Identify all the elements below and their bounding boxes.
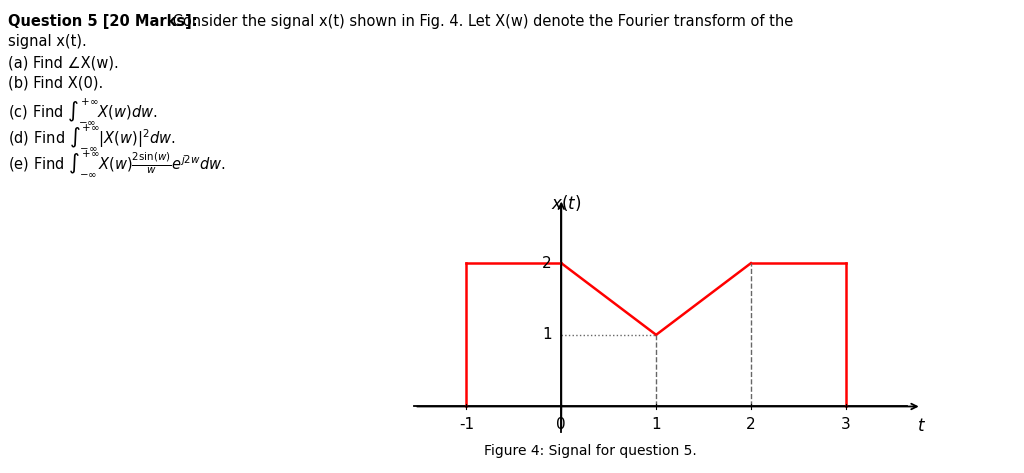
Text: (e) Find $\int_{-\infty}^{+\infty} X(w)\frac{2\sin(w)}{w} e^{j2w} dw$.: (e) Find $\int_{-\infty}^{+\infty} X(w)\… <box>8 148 225 178</box>
Text: signal x(t).: signal x(t). <box>8 34 87 49</box>
Text: Figure 4: Signal for question 5.: Figure 4: Signal for question 5. <box>483 444 696 458</box>
Text: 1: 1 <box>651 417 660 432</box>
Text: (c) Find $\int_{-\infty}^{+\infty} X(w)dw$.: (c) Find $\int_{-\infty}^{+\infty} X(w)d… <box>8 96 158 126</box>
Text: Question 5 [20 Marks]:: Question 5 [20 Marks]: <box>8 14 198 29</box>
Text: $x(t)$: $x(t)$ <box>551 193 582 213</box>
Text: (d) Find $\int_{-\infty}^{+\infty} |X(w)|^2 dw$.: (d) Find $\int_{-\infty}^{+\infty} |X(w)… <box>8 122 175 152</box>
Text: (b) Find X(0).: (b) Find X(0). <box>8 76 103 91</box>
Text: 1: 1 <box>542 327 552 342</box>
Text: 2: 2 <box>746 417 756 432</box>
Text: -1: -1 <box>459 417 474 432</box>
Text: 2: 2 <box>542 256 552 271</box>
Text: $t$: $t$ <box>916 417 926 435</box>
Text: 3: 3 <box>841 417 851 432</box>
Text: Consider the signal x(t) shown in Fig. 4. Let X(w) denote the Fourier transform : Consider the signal x(t) shown in Fig. 4… <box>168 14 794 29</box>
Text: 0: 0 <box>556 417 566 432</box>
Text: (a) Find ∠X(w).: (a) Find ∠X(w). <box>8 56 119 71</box>
